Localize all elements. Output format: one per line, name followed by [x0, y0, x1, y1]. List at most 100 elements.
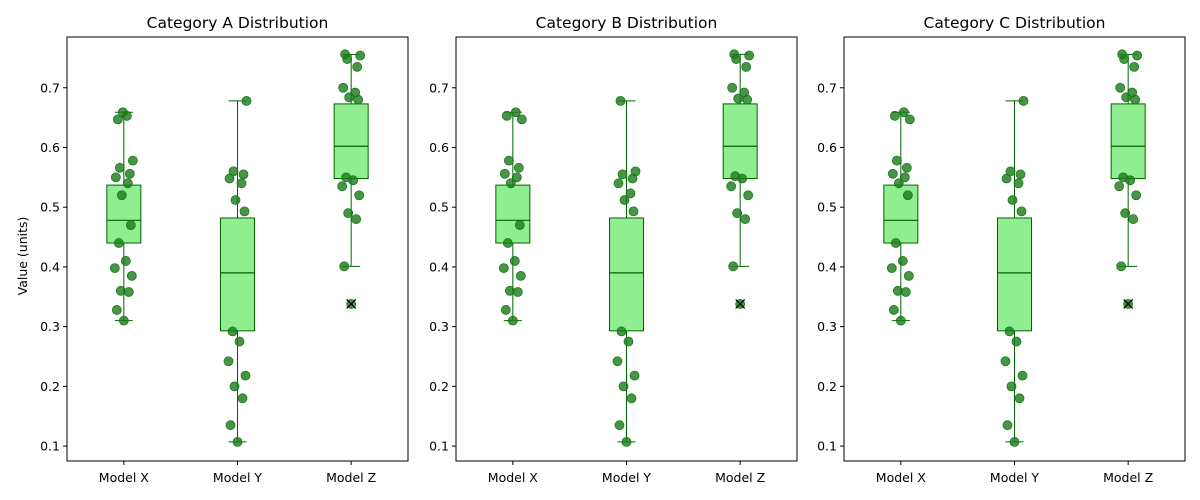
chart-title: Category B Distribution — [536, 14, 718, 32]
box-iqr — [883, 184, 919, 244]
chart-title: Category C Distribution — [924, 14, 1106, 32]
y-tick-label: 0.2 — [817, 379, 837, 394]
data-point — [238, 169, 249, 180]
data-point — [504, 285, 515, 296]
data-point — [498, 263, 509, 274]
data-point — [355, 50, 366, 61]
data-point — [629, 370, 640, 381]
data-point — [1128, 214, 1139, 225]
data-point — [239, 206, 250, 217]
data-point — [614, 420, 625, 431]
data-point — [113, 238, 124, 248]
data-point — [1117, 49, 1128, 60]
data-point — [1118, 172, 1129, 183]
data-point — [1127, 87, 1138, 98]
data-point — [1011, 336, 1022, 347]
data-point — [890, 238, 901, 248]
x-tick-label: Model Y — [990, 470, 1040, 485]
y-tick-label: 0.1 — [40, 439, 60, 454]
data-point — [514, 220, 525, 231]
y-tick-label: 0.7 — [429, 80, 449, 95]
y-tick-label: 0.5 — [429, 200, 449, 215]
data-point — [612, 356, 623, 367]
box-iqr — [333, 103, 369, 180]
data-point — [891, 155, 902, 166]
data-point — [619, 195, 630, 205]
data-point — [727, 82, 738, 93]
data-point — [115, 285, 126, 296]
data-point — [730, 171, 741, 182]
y-tick-label: 0.1 — [817, 439, 837, 454]
data-point — [898, 107, 909, 118]
y-tick-label: 0.6 — [817, 140, 837, 155]
chart-title: Category A Distribution — [147, 14, 329, 32]
data-point — [512, 287, 523, 297]
data-point — [236, 178, 247, 189]
x-tick-label: Model Z — [1103, 470, 1153, 485]
outlier-marker — [1123, 298, 1134, 309]
data-point — [513, 162, 524, 173]
data-point — [338, 82, 349, 93]
data-point — [616, 326, 627, 337]
data-point — [1131, 190, 1142, 201]
data-point — [507, 315, 518, 326]
x-tick-label: Model Z — [326, 470, 376, 485]
data-point — [1116, 261, 1127, 272]
data-point — [501, 110, 512, 121]
data-point — [623, 336, 634, 347]
data-point — [116, 190, 127, 201]
data-point — [1004, 326, 1015, 337]
box-iqr — [220, 217, 255, 332]
data-point — [902, 190, 913, 201]
data-point — [230, 195, 241, 205]
data-point — [120, 256, 131, 266]
data-point — [744, 50, 755, 61]
data-point — [617, 169, 628, 180]
data-point — [726, 181, 737, 192]
data-point — [1018, 95, 1029, 106]
data-point — [109, 263, 120, 274]
data-point — [613, 178, 624, 189]
data-point — [125, 220, 136, 231]
box-iqr — [495, 184, 531, 244]
data-point — [1000, 356, 1011, 367]
data-point — [354, 190, 365, 201]
data-point — [893, 178, 904, 189]
data-point — [122, 178, 133, 189]
x-tick-label: Model X — [876, 470, 927, 485]
data-point — [733, 93, 744, 104]
data-point — [1016, 206, 1027, 217]
data-point — [739, 87, 750, 98]
data-point — [728, 261, 739, 272]
data-point — [903, 270, 914, 281]
x-tick-label: Model Y — [602, 470, 652, 485]
y-tick-label: 0.1 — [429, 439, 449, 454]
data-point — [1114, 181, 1125, 192]
data-point — [227, 326, 238, 337]
box-iqr — [997, 217, 1032, 332]
box-iqr — [609, 217, 644, 332]
data-point — [887, 168, 898, 179]
data-point — [337, 181, 348, 192]
y-tick-label: 0.3 — [817, 319, 837, 334]
data-point — [510, 107, 521, 118]
y-tick-label: 0.4 — [40, 259, 60, 274]
y-tick-label: 0.3 — [40, 319, 60, 334]
data-point — [630, 166, 641, 177]
data-point — [126, 270, 137, 281]
data-point — [1014, 393, 1025, 404]
data-point — [899, 172, 910, 183]
data-point — [729, 49, 740, 60]
data-point — [351, 214, 362, 225]
data-point — [225, 420, 236, 431]
data-point — [1009, 436, 1020, 447]
data-point — [123, 287, 134, 297]
data-point — [626, 393, 637, 404]
data-point — [1129, 61, 1140, 72]
data-point — [499, 168, 510, 179]
data-point — [511, 172, 522, 183]
data-point — [515, 270, 526, 281]
x-tick-label: Model X — [488, 470, 539, 485]
data-point — [503, 155, 514, 166]
